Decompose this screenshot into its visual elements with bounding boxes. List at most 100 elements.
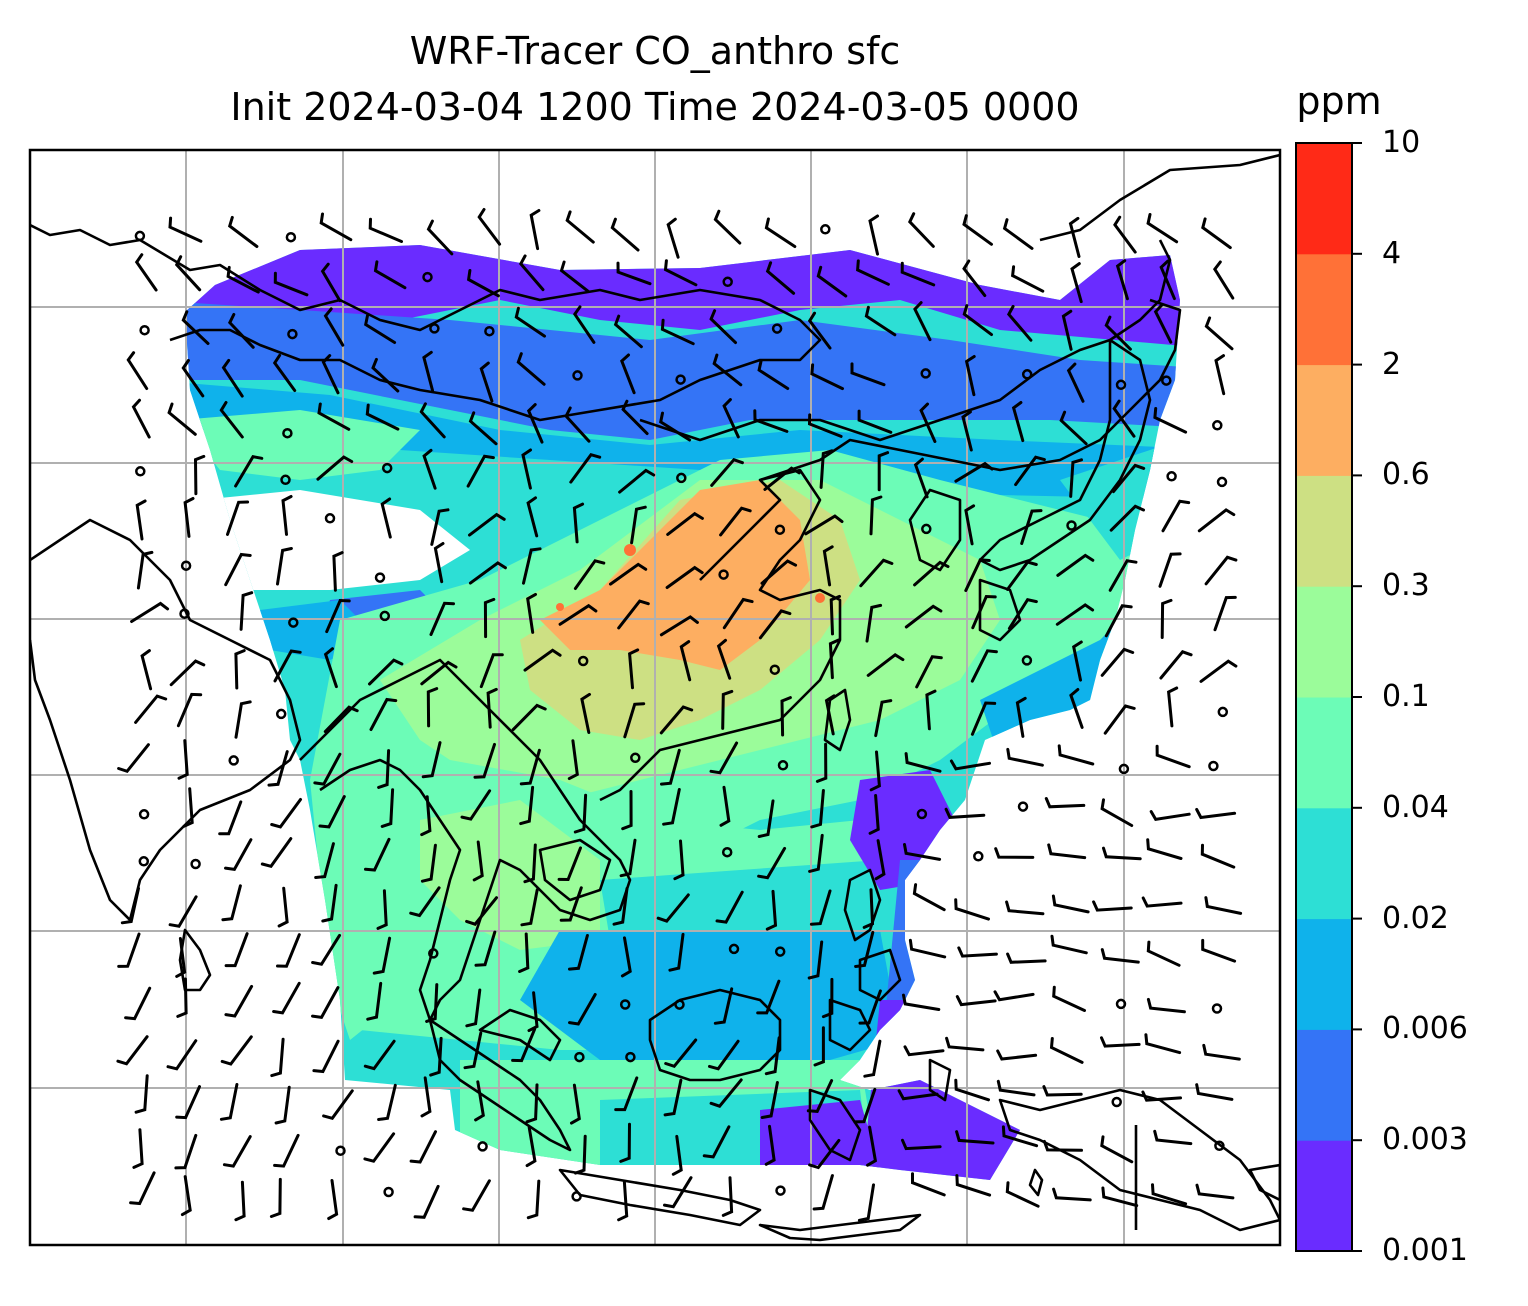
wind-barb <box>857 1183 875 1222</box>
wind-barb <box>1006 952 1047 964</box>
wind-barb <box>526 1179 541 1220</box>
wind-barb <box>273 649 302 683</box>
wind-barb <box>224 838 253 872</box>
wind-barb <box>1195 808 1237 820</box>
wind-barb <box>1204 555 1238 586</box>
wind-barb <box>866 652 905 677</box>
calm-wind-marker <box>619 999 631 1010</box>
calm-wind-marker <box>138 809 150 820</box>
wind-barb <box>1011 401 1025 443</box>
wind-barb <box>1108 559 1138 592</box>
wind-barb <box>313 752 342 786</box>
wind-barb <box>1158 552 1182 588</box>
wind-barb <box>276 547 293 586</box>
wind-barb <box>715 890 744 924</box>
wind-barb <box>1101 1186 1139 1208</box>
wind-barb <box>174 255 202 292</box>
wind-barb <box>526 403 544 444</box>
wind-barb <box>721 689 734 730</box>
wind-barb <box>477 208 502 246</box>
wind-barb <box>722 398 740 439</box>
wind-barb <box>713 209 742 245</box>
wind-barb <box>572 502 585 544</box>
wind-barb <box>1149 810 1191 822</box>
wind-barb <box>663 1176 693 1209</box>
wind-barb <box>1100 647 1135 677</box>
calm-wind-marker <box>1115 379 1127 391</box>
map-frame <box>28 148 1282 1247</box>
wind-barb <box>363 1039 396 1071</box>
wind-barb <box>815 742 828 783</box>
wind-barb <box>911 1172 946 1197</box>
wind-barb <box>1195 1083 1234 1101</box>
wind-barb <box>422 448 437 490</box>
wind-barb <box>260 837 293 869</box>
wind-barb <box>176 977 188 1018</box>
wind-barb <box>219 1083 239 1121</box>
calm-wind-marker <box>777 760 789 771</box>
wind-barb <box>1042 1139 1083 1152</box>
wind-barb <box>221 358 244 398</box>
colorbar-tick-label: 0.006 <box>1382 1011 1468 1047</box>
wind-barb <box>865 603 883 643</box>
wind-barb <box>822 545 834 587</box>
calm-wind-marker <box>1211 1003 1223 1014</box>
wind-barb <box>716 638 732 680</box>
colorbar-band <box>1296 475 1352 587</box>
wind-barb <box>853 1087 877 1124</box>
colorbar-tick-label: 0.6 <box>1382 457 1430 493</box>
wind-barb <box>376 889 388 930</box>
calm-wind-marker <box>774 524 786 535</box>
wind-barb <box>1146 940 1181 967</box>
wind-barb <box>662 788 681 826</box>
calm-wind-marker <box>428 948 439 959</box>
wind-barb <box>433 542 445 584</box>
wind-barb <box>1113 215 1137 254</box>
wind-barb <box>1047 843 1087 860</box>
wind-barb <box>1213 595 1237 632</box>
wind-barb <box>1015 696 1027 738</box>
wind-barb <box>120 886 140 925</box>
wind-barb <box>620 936 632 978</box>
colorbar-band <box>1296 253 1352 366</box>
wind-barb <box>320 262 342 303</box>
wind-barb <box>570 1083 581 1125</box>
wind-barb <box>1102 846 1142 861</box>
wind-barb <box>224 984 254 1018</box>
wind-barb <box>219 401 244 439</box>
wind-barb <box>945 1036 985 1052</box>
wind-barb <box>903 843 942 861</box>
wind-barb <box>864 305 897 337</box>
calm-wind-marker <box>577 655 589 667</box>
wind-barb <box>276 933 301 968</box>
wind-barb <box>281 495 293 536</box>
wind-barb <box>808 833 824 873</box>
wind-barb <box>1006 747 1044 767</box>
calm-wind-marker <box>288 617 299 628</box>
wind-barb <box>829 594 841 636</box>
wind-barb <box>409 886 441 918</box>
wind-barb <box>1059 410 1088 446</box>
wind-barb <box>854 930 875 968</box>
wind-barb <box>218 800 243 836</box>
calm-wind-marker <box>728 943 740 955</box>
wind-barb <box>1144 1033 1182 1055</box>
wind-barb <box>573 793 588 834</box>
wind-barb <box>472 840 484 882</box>
wind-barb <box>612 886 629 926</box>
wind-barb <box>765 889 778 931</box>
calm-wind-marker <box>285 231 297 243</box>
wind-barb <box>1100 948 1140 964</box>
wind-barb <box>176 692 203 728</box>
wind-barb <box>1167 686 1179 728</box>
wind-barb <box>519 785 535 826</box>
wind-barb <box>1115 259 1129 301</box>
wind-barb <box>413 1184 440 1219</box>
wind-barb <box>1199 659 1238 683</box>
wind-barb <box>619 1122 631 1163</box>
wind-barb <box>1055 603 1095 626</box>
wind-barb <box>312 1039 340 1074</box>
wind-barb <box>919 402 937 443</box>
wind-barb <box>708 1039 740 1071</box>
